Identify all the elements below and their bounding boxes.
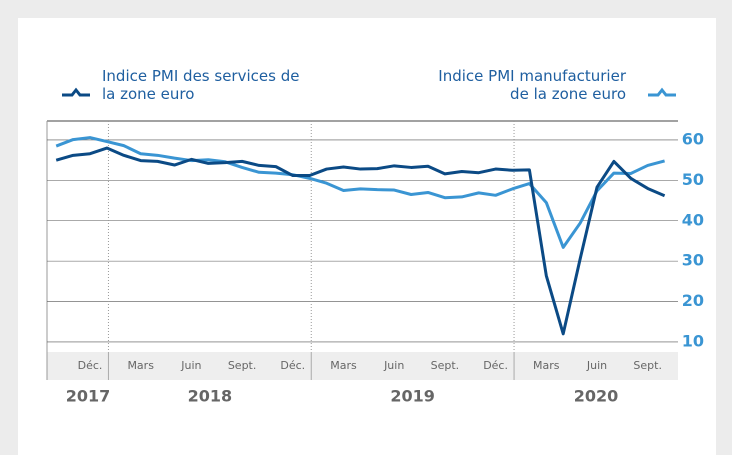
y-tick-label: 50 (682, 170, 704, 189)
x-tick-label: Sept. (633, 359, 662, 372)
legend-icon (62, 87, 90, 97)
x-tick-label: Juin (383, 359, 404, 372)
year-label: 2017 (66, 387, 111, 406)
x-tick-label: Sept. (431, 359, 460, 372)
y-tick-label: 60 (682, 129, 704, 148)
x-tick-label: Mars (330, 359, 357, 372)
year-label: 2020 (574, 387, 619, 406)
x-band (47, 352, 678, 380)
y-tick-label: 10 (682, 331, 704, 350)
x-tick-label: Juin (180, 359, 201, 372)
year-label: 2018 (188, 387, 233, 406)
x-tick-label: Déc. (483, 359, 508, 372)
legend-label: Indice PMI des services de la zone euro (102, 67, 300, 103)
series-line (55, 146, 666, 336)
y-tick-label: 40 (682, 210, 704, 229)
legend-icon (648, 87, 676, 97)
x-tick-label: Sept. (228, 359, 257, 372)
year-label: 2019 (390, 387, 435, 406)
legend-label: Indice PMI manufacturier de la zone euro (438, 67, 626, 103)
x-tick-label: Déc. (280, 359, 305, 372)
y-tick-label: 30 (682, 251, 704, 270)
x-tick-label: Mars (533, 359, 560, 372)
x-tick-label: Juin (586, 359, 607, 372)
panel (18, 18, 716, 455)
series-line (55, 136, 665, 249)
y-tick-label: 20 (682, 291, 704, 310)
x-tick-label: Mars (127, 359, 154, 372)
x-tick-label: Déc. (78, 359, 103, 372)
